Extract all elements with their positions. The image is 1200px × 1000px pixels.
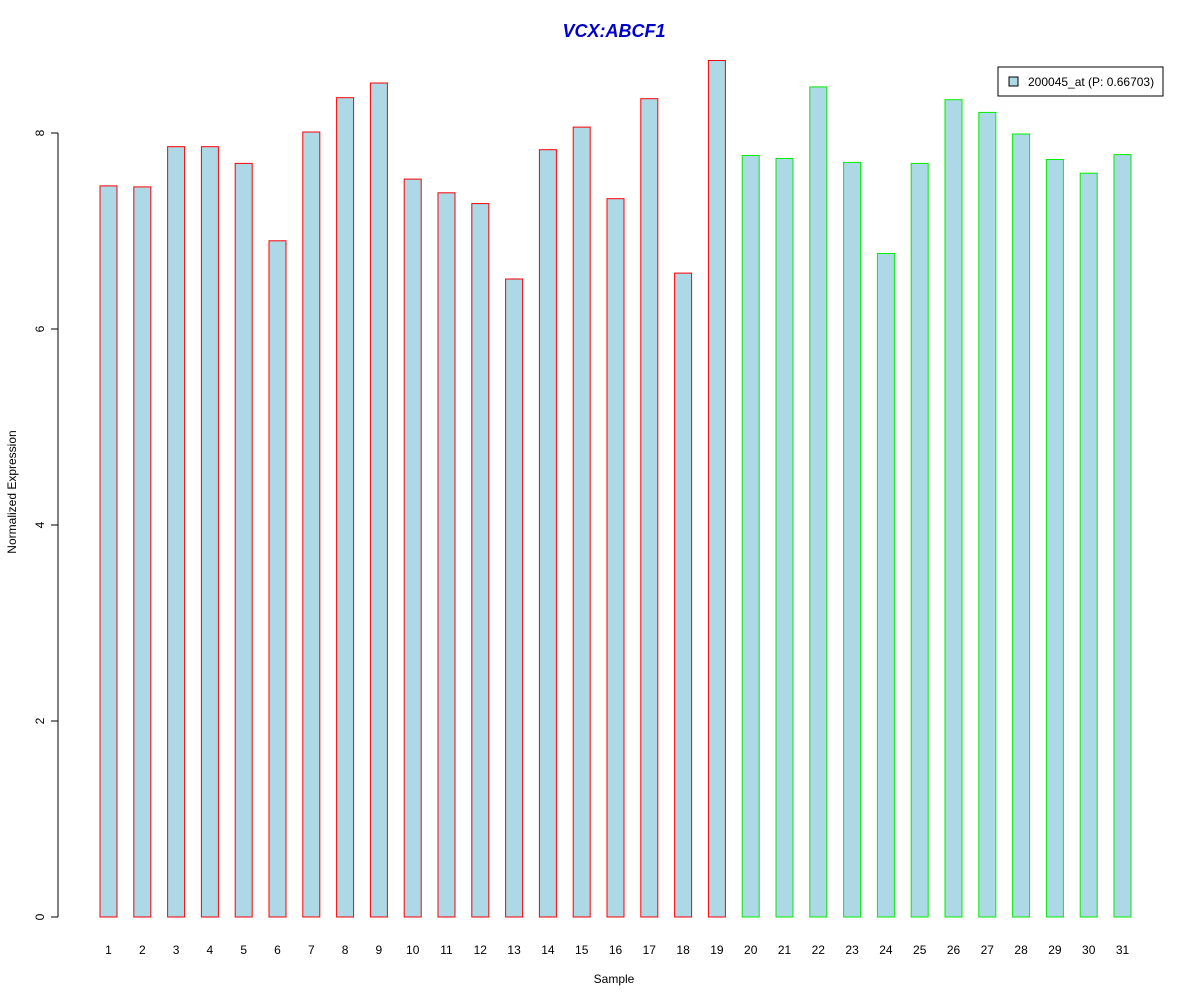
bar-sample-12 bbox=[471, 203, 490, 918]
bar-sample-27 bbox=[978, 111, 997, 918]
x-tick-label: 16 bbox=[609, 943, 623, 957]
x-tick-label: 15 bbox=[575, 943, 589, 957]
bar-sample-23 bbox=[843, 161, 862, 918]
y-tick-label: 8 bbox=[33, 129, 47, 136]
bar-sample-7 bbox=[302, 131, 321, 918]
bar-sample-19 bbox=[707, 60, 726, 918]
y-tick-label: 2 bbox=[33, 717, 47, 724]
x-tick-label: 23 bbox=[845, 943, 859, 957]
legend-box bbox=[997, 66, 1164, 97]
x-tick-label: 11 bbox=[440, 943, 453, 957]
bar-sample-17 bbox=[640, 98, 659, 918]
x-tick-label: 10 bbox=[406, 943, 420, 957]
x-tick-label: 4 bbox=[207, 943, 214, 957]
bar-sample-24 bbox=[876, 253, 895, 918]
x-tick-label: 3 bbox=[173, 943, 180, 957]
bar-sample-28 bbox=[1012, 133, 1031, 918]
bar-sample-16 bbox=[606, 198, 625, 918]
x-tick-label: 29 bbox=[1048, 943, 1062, 957]
bar-sample-3 bbox=[167, 146, 186, 918]
x-tick-label: 18 bbox=[676, 943, 690, 957]
bar-sample-25 bbox=[910, 162, 929, 918]
x-tick-label: 14 bbox=[541, 943, 555, 957]
chart-title: VCX:ABCF1 bbox=[562, 21, 665, 41]
x-tick-label: 13 bbox=[507, 943, 521, 957]
bar-sample-8 bbox=[336, 97, 355, 918]
legend-label: 200045_at (P: 0.66703) bbox=[1028, 75, 1154, 89]
bars bbox=[99, 60, 1132, 918]
x-tick-labels: 1 2 3 4 5 6 7 8 9 10 11 12 13 14 15 16 17 18 19 20 21 22 23 24 2… bbox=[105, 943, 1129, 957]
x-tick-label: 17 bbox=[643, 943, 657, 957]
x-tick-label: 1 bbox=[105, 943, 112, 957]
x-tick-label: 30 bbox=[1082, 943, 1096, 957]
bar-sample-31 bbox=[1113, 154, 1132, 918]
bar-sample-4 bbox=[200, 146, 219, 918]
x-tick-label: 7 bbox=[308, 943, 315, 957]
x-tick-label: 24 bbox=[879, 943, 893, 957]
y-tick-label: 0 bbox=[33, 913, 47, 920]
y-axis: 0 2 4 6 8 bbox=[33, 129, 59, 920]
x-tick-label: 26 bbox=[947, 943, 961, 957]
y-tick-label: 6 bbox=[33, 325, 47, 332]
bar-sample-30 bbox=[1079, 172, 1098, 918]
bar-sample-26 bbox=[944, 99, 963, 918]
x-tick-label: 25 bbox=[913, 943, 927, 957]
x-tick-label: 22 bbox=[812, 943, 826, 957]
bar-sample-9 bbox=[369, 82, 388, 918]
x-tick-label: 19 bbox=[710, 943, 724, 957]
bar-sample-15 bbox=[572, 126, 591, 918]
legend: 200045_at (P: 0.66703) bbox=[997, 66, 1164, 97]
x-tick-label: 12 bbox=[474, 943, 488, 957]
x-tick-label: 6 bbox=[274, 943, 281, 957]
bar-sample-21 bbox=[775, 158, 794, 918]
bar-sample-5 bbox=[234, 162, 253, 918]
bar-sample-10 bbox=[403, 178, 422, 918]
bar-sample-29 bbox=[1045, 159, 1064, 918]
legend-swatch bbox=[1008, 76, 1019, 87]
bar-sample-14 bbox=[538, 149, 557, 918]
bar-sample-11 bbox=[437, 192, 456, 918]
x-tick-label: 9 bbox=[376, 943, 383, 957]
x-tick-label: 21 bbox=[778, 943, 792, 957]
x-tick-label: 27 bbox=[981, 943, 995, 957]
y-axis-title: Normalized Expression bbox=[5, 430, 19, 553]
y-tick-label: 4 bbox=[33, 521, 47, 528]
bar-sample-1 bbox=[99, 185, 118, 918]
x-tick-label: 5 bbox=[240, 943, 247, 957]
bar-sample-13 bbox=[505, 278, 524, 918]
bar-sample-2 bbox=[133, 186, 152, 918]
x-axis-title: Sample bbox=[594, 972, 635, 986]
bar-sample-6 bbox=[268, 240, 287, 918]
bar-sample-22 bbox=[809, 86, 828, 918]
x-tick-label: 2 bbox=[139, 943, 146, 957]
x-tick-label: 20 bbox=[744, 943, 758, 957]
bar-sample-20 bbox=[741, 155, 760, 918]
x-tick-label: 8 bbox=[342, 943, 349, 957]
bar-sample-18 bbox=[674, 272, 693, 918]
x-tick-label: 28 bbox=[1014, 943, 1028, 957]
x-tick-label: 31 bbox=[1116, 943, 1130, 957]
